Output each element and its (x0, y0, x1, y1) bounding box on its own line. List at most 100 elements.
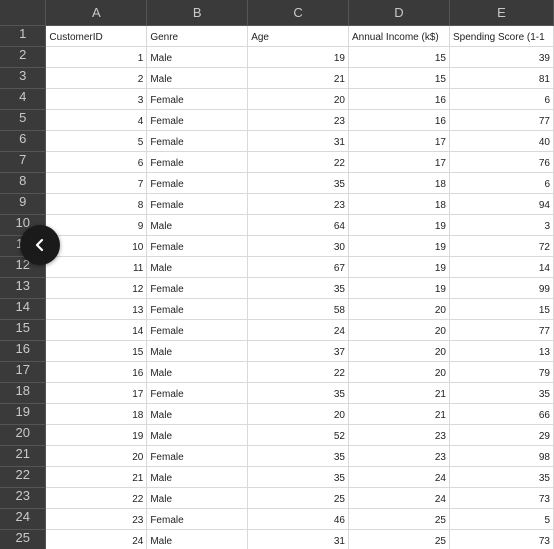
customerid-cell[interactable]: 2 (45, 67, 148, 89)
customerid-cell[interactable]: 13 (45, 298, 148, 320)
row-header[interactable]: 2 (0, 46, 47, 68)
age-cell[interactable]: 21 (247, 67, 349, 89)
row-header[interactable]: 19 (0, 403, 47, 425)
annual-income-cell[interactable]: 15 (348, 67, 450, 89)
customerid-cell[interactable]: 7 (45, 172, 148, 194)
annual-income-cell[interactable]: 17 (348, 130, 450, 152)
annual-income-cell[interactable]: 18 (348, 193, 450, 215)
row-header[interactable]: 13 (0, 277, 47, 299)
spending-score-cell[interactable]: 81 (449, 67, 554, 89)
genre-cell[interactable]: Male (146, 487, 249, 509)
age-cell[interactable]: 52 (247, 424, 349, 446)
customerid-cell[interactable]: 9 (45, 214, 148, 236)
age-cell[interactable]: 35 (247, 382, 349, 404)
spending-score-cell[interactable]: 3 (449, 214, 554, 236)
spending-score-cell[interactable]: 6 (449, 88, 554, 110)
annual-income-cell[interactable]: 17 (348, 151, 450, 173)
age-cell[interactable]: 35 (247, 172, 349, 194)
annual-income-cell[interactable]: 19 (348, 235, 450, 257)
age-cell[interactable]: 67 (247, 256, 349, 278)
spending-score-cell[interactable]: 77 (449, 319, 554, 341)
age-cell[interactable]: 22 (247, 151, 349, 173)
customerid-cell[interactable]: 14 (45, 319, 148, 341)
row-header[interactable]: 21 (0, 445, 47, 467)
row-header[interactable]: 24 (0, 508, 47, 530)
customerid-cell[interactable]: 8 (45, 193, 148, 215)
spending-score-cell[interactable]: 29 (449, 424, 554, 446)
customerid-cell[interactable]: 21 (45, 466, 148, 488)
column-header-b[interactable]: B (146, 0, 249, 26)
spending-score-cell[interactable]: 66 (449, 403, 554, 425)
genre-cell[interactable]: Male (146, 466, 249, 488)
age-cell[interactable]: 24 (247, 319, 349, 341)
customerid-cell[interactable]: 1 (45, 46, 148, 68)
annual-income-cell[interactable]: 20 (348, 361, 450, 383)
customerid-cell[interactable]: 3 (45, 88, 148, 110)
genre-cell[interactable]: Male (146, 214, 249, 236)
annual-income-cell[interactable]: 20 (348, 298, 450, 320)
annual-income-cell[interactable]: 21 (348, 382, 450, 404)
annual-income-cell[interactable]: 23 (348, 445, 450, 467)
header-cell-age[interactable]: Age (247, 25, 349, 47)
customerid-cell[interactable]: 22 (45, 487, 148, 509)
genre-cell[interactable]: Female (146, 298, 249, 320)
spending-score-cell[interactable]: 39 (449, 46, 554, 68)
age-cell[interactable]: 35 (247, 445, 349, 467)
annual-income-cell[interactable]: 20 (348, 340, 450, 362)
age-cell[interactable]: 22 (247, 361, 349, 383)
age-cell[interactable]: 37 (247, 340, 349, 362)
spending-score-cell[interactable]: 15 (449, 298, 554, 320)
age-cell[interactable]: 23 (247, 109, 349, 131)
annual-income-cell[interactable]: 19 (348, 214, 450, 236)
spending-score-cell[interactable]: 76 (449, 151, 554, 173)
spending-score-cell[interactable]: 94 (449, 193, 554, 215)
genre-cell[interactable]: Female (146, 130, 249, 152)
row-header[interactable]: 3 (0, 67, 47, 89)
genre-cell[interactable]: Female (146, 382, 249, 404)
spending-score-cell[interactable]: 99 (449, 277, 554, 299)
spending-score-cell[interactable]: 6 (449, 172, 554, 194)
row-header[interactable]: 16 (0, 340, 47, 362)
age-cell[interactable]: 25 (247, 487, 349, 509)
annual-income-cell[interactable]: 25 (348, 508, 450, 530)
spending-score-cell[interactable]: 13 (449, 340, 554, 362)
customerid-cell[interactable]: 19 (45, 424, 148, 446)
genre-cell[interactable]: Male (146, 529, 249, 549)
annual-income-cell[interactable]: 15 (348, 46, 450, 68)
genre-cell[interactable]: Female (146, 277, 249, 299)
spending-score-cell[interactable]: 73 (449, 487, 554, 509)
spending-score-cell[interactable]: 77 (449, 109, 554, 131)
spending-score-cell[interactable]: 5 (449, 508, 554, 530)
customerid-cell[interactable]: 23 (45, 508, 148, 530)
annual-income-cell[interactable]: 24 (348, 487, 450, 509)
customerid-cell[interactable]: 20 (45, 445, 148, 467)
row-header[interactable]: 14 (0, 298, 47, 320)
column-header-d[interactable]: D (348, 0, 450, 26)
row-header[interactable]: 8 (0, 172, 47, 194)
customerid-cell[interactable]: 17 (45, 382, 148, 404)
spending-score-cell[interactable]: 14 (449, 256, 554, 278)
header-cell-spending-score[interactable]: Spending Score (1-1 (449, 25, 554, 47)
row-header[interactable]: 5 (0, 109, 47, 131)
customerid-cell[interactable]: 11 (45, 256, 148, 278)
genre-cell[interactable]: Male (146, 67, 249, 89)
spending-score-cell[interactable]: 40 (449, 130, 554, 152)
customerid-cell[interactable]: 12 (45, 277, 148, 299)
annual-income-cell[interactable]: 19 (348, 256, 450, 278)
age-cell[interactable]: 19 (247, 46, 349, 68)
spending-score-cell[interactable]: 73 (449, 529, 554, 549)
age-cell[interactable]: 58 (247, 298, 349, 320)
column-header-a[interactable]: A (45, 0, 148, 26)
customerid-cell[interactable]: 15 (45, 340, 148, 362)
customerid-cell[interactable]: 16 (45, 361, 148, 383)
age-cell[interactable]: 35 (247, 277, 349, 299)
header-cell-customerid[interactable]: CustomerID (45, 25, 148, 47)
row-header[interactable]: 9 (0, 193, 47, 215)
column-header-c[interactable]: C (247, 0, 349, 26)
annual-income-cell[interactable]: 25 (348, 529, 450, 549)
annual-income-cell[interactable]: 18 (348, 172, 450, 194)
age-cell[interactable]: 31 (247, 529, 349, 549)
customerid-cell[interactable]: 6 (45, 151, 148, 173)
genre-cell[interactable]: Female (146, 88, 249, 110)
row-header[interactable]: 6 (0, 130, 47, 152)
